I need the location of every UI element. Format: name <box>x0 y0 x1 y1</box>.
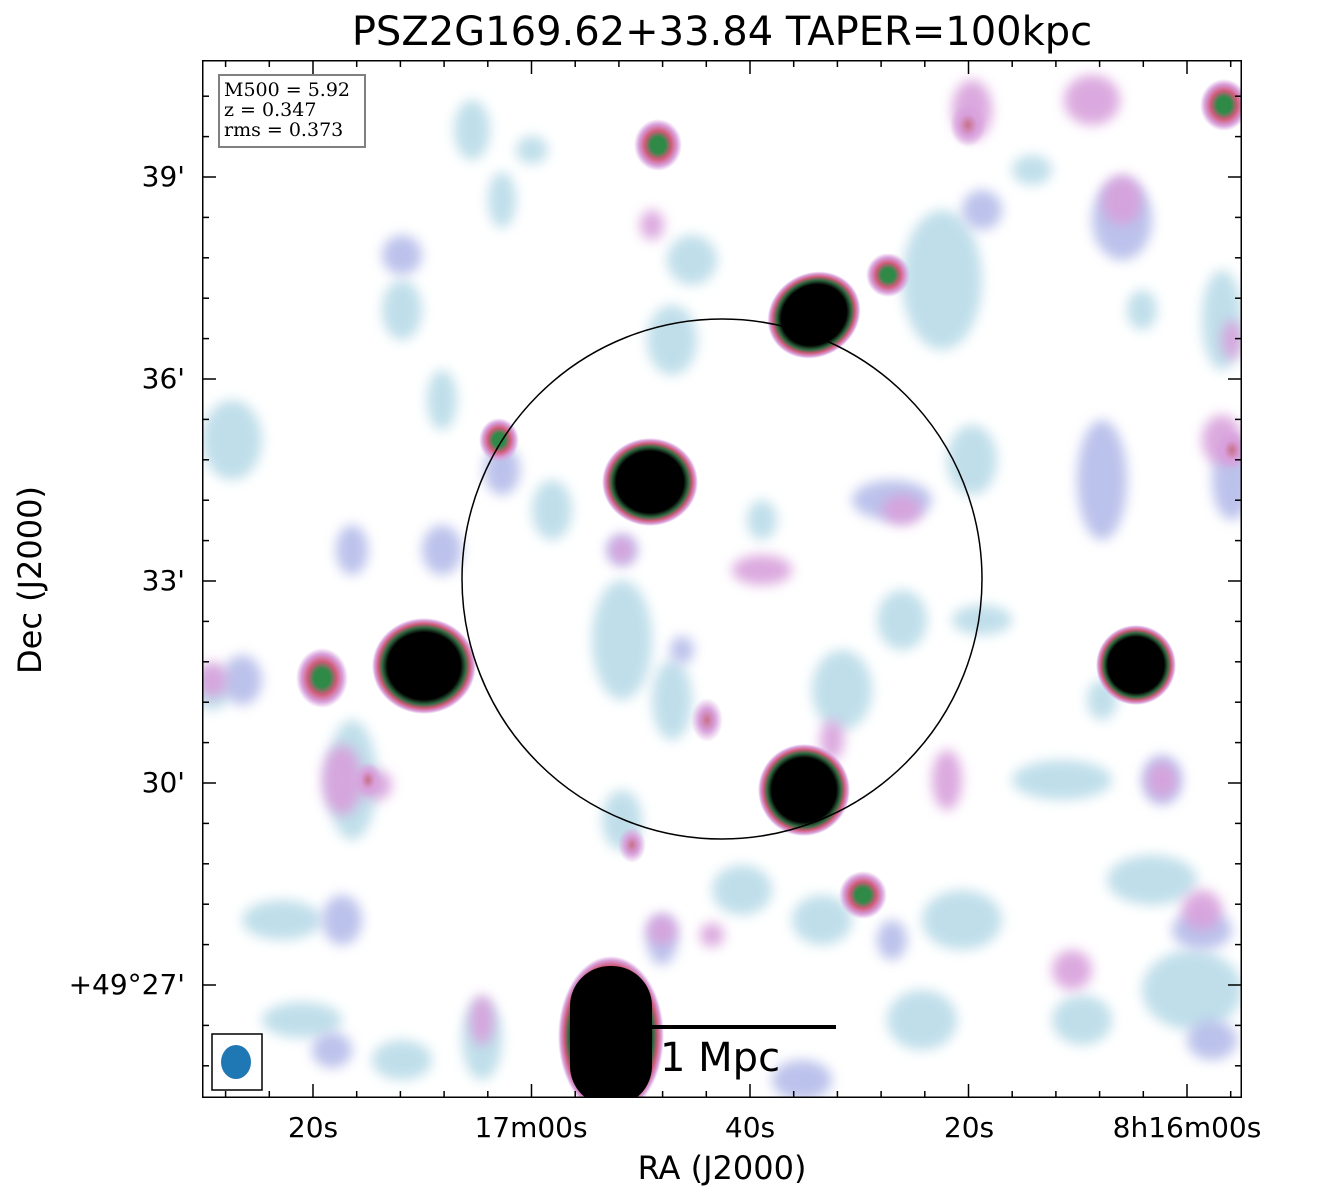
y-tick-label: 39' <box>141 160 185 193</box>
y-tick-label: +49°27' <box>68 968 185 1001</box>
x-axis-label: RA (J2000) <box>637 1149 807 1187</box>
radio-image-svg <box>202 60 1242 1098</box>
r500-circle <box>461 318 983 840</box>
beam-ellipse <box>221 1045 251 1079</box>
emission-map <box>202 75 1242 1098</box>
low-emission <box>222 180 1242 1098</box>
axis-ticks <box>202 60 1242 1098</box>
x-tick-label: 40s <box>724 1111 776 1144</box>
x-tick-label: 20s <box>287 1111 339 1144</box>
rms-text: rms = 0.373 <box>224 119 344 141</box>
x-tick-label: 8h16m00s <box>1112 1111 1262 1144</box>
compact-sources <box>296 79 1242 1098</box>
y-axis-label: Dec (J2000) <box>11 486 49 674</box>
plot-title: PSZ2G169.62+33.84 TAPER=100kpc <box>351 9 1093 55</box>
scale-bar-label: 1 Mpc <box>660 1035 781 1081</box>
plot-frame <box>202 60 1242 1098</box>
y-tick-label: 36' <box>141 362 185 395</box>
cluster-info-box: M500 = 5.92 z = 0.347 rms = 0.373 <box>218 74 366 148</box>
radio-image-panel <box>202 60 1242 1098</box>
y-tick-label: 30' <box>141 766 185 799</box>
redshift-text: z = 0.347 <box>224 99 317 121</box>
y-tick-label: 33' <box>141 564 185 597</box>
x-tick-label: 20s <box>943 1111 995 1144</box>
mass-text: M500 = 5.92 <box>224 79 351 101</box>
x-tick-label: 17m00s <box>474 1111 588 1144</box>
